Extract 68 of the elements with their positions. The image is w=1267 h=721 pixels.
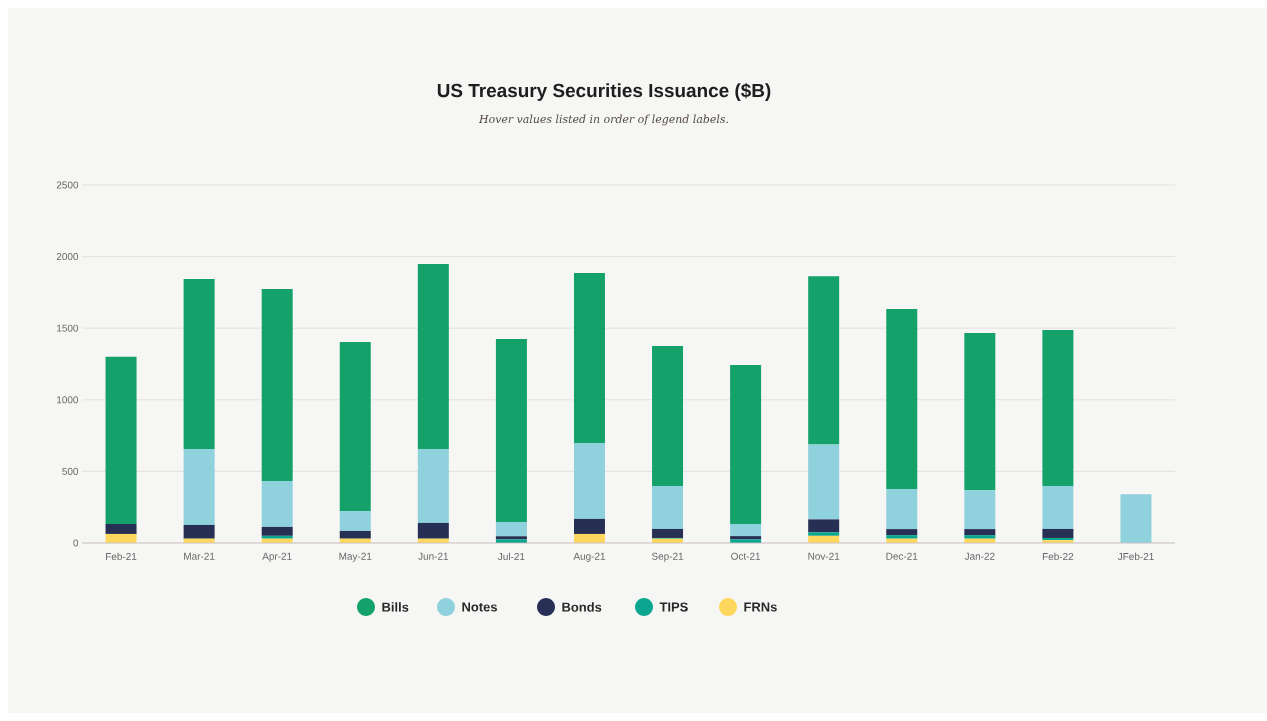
bar [417, 449, 449, 523]
y-tick-label: 2500 [56, 181, 79, 189]
bar [886, 308, 918, 489]
bar [808, 532, 840, 536]
bar [886, 529, 918, 536]
bar [964, 535, 996, 539]
y-tick-label: 1500 [57, 324, 79, 332]
x-tick-label: Feb-21 [106, 552, 137, 561]
bar [105, 356, 137, 524]
bar [808, 519, 840, 533]
bar [1042, 528, 1074, 538]
bar [730, 523, 762, 537]
bar [261, 480, 293, 527]
y-tick-label: 0 [73, 539, 79, 547]
bar [495, 338, 527, 522]
bar [261, 535, 293, 539]
bar [573, 272, 605, 444]
x-tick-label: Dec-21 [886, 552, 918, 560]
bar [652, 485, 684, 529]
legend-label: FRNs [744, 602, 777, 612]
x-tick-label: Oct-21 [731, 552, 761, 560]
bar [495, 521, 527, 537]
bar [964, 333, 996, 491]
bar [1042, 330, 1074, 486]
legend-label: Bills [382, 602, 409, 612]
x-tick-label: JFeb-21 [1117, 552, 1154, 561]
bar [573, 518, 605, 534]
y-tick-label: 500 [62, 467, 79, 475]
x-tick-label: Jan-22 [964, 552, 995, 560]
bar [183, 278, 215, 450]
bar [808, 276, 840, 445]
bar [261, 526, 293, 536]
chart-title: US Treasury Securities Issuance ($B) [437, 83, 771, 101]
legend-label: Bonds [562, 602, 602, 612]
x-tick-label: Sep-21 [651, 552, 684, 562]
bar [652, 528, 684, 538]
bar [964, 490, 996, 530]
bar [339, 341, 371, 512]
bar [261, 288, 293, 481]
legend-label: TIPS [659, 602, 688, 612]
x-tick-label: Jul-21 [497, 552, 525, 561]
bar [1120, 494, 1152, 543]
bar [339, 530, 371, 539]
legend-label: Notes [462, 602, 497, 612]
bar [417, 264, 449, 450]
x-tick-label: Aug-21 [573, 552, 606, 562]
x-tick-label: Jun-21 [418, 552, 449, 560]
bar [964, 529, 996, 536]
y-tick-label: 1000 [57, 396, 79, 404]
bar [808, 444, 840, 520]
bar [1042, 485, 1074, 529]
bar [183, 449, 215, 525]
bar [417, 522, 449, 539]
bar [730, 364, 762, 524]
bar [339, 511, 371, 531]
x-tick-label: Mar-21 [184, 552, 215, 560]
y-tick-label: 2000 [56, 253, 79, 261]
bar [105, 523, 137, 534]
chart-subtitle: Hover values listed in order of legend labels. [478, 114, 728, 126]
bar [183, 524, 215, 539]
bar [886, 489, 918, 530]
x-tick-label: Apr-21 [262, 552, 292, 562]
bar [573, 443, 605, 519]
x-tick-label: Feb-22 [1042, 552, 1074, 561]
bar [886, 535, 918, 539]
bar [652, 345, 684, 486]
x-tick-label: Nov-21 [808, 552, 840, 560]
x-tick-label: May-21 [339, 552, 372, 562]
